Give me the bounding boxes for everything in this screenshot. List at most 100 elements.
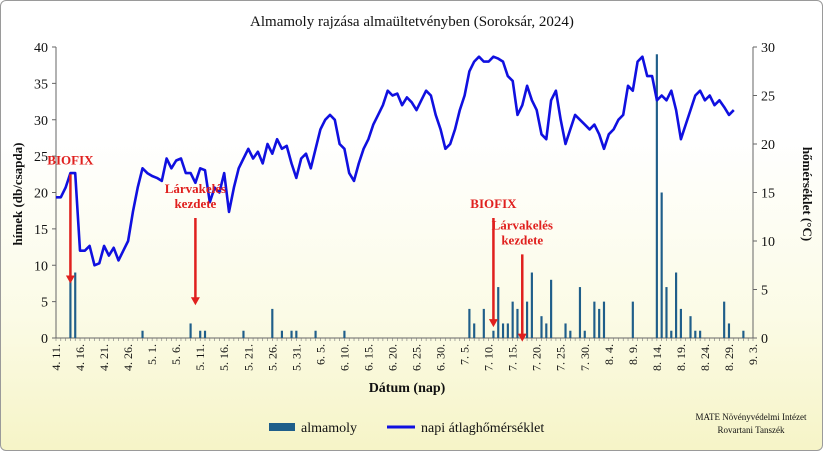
x-tick-label: 8. 19. xyxy=(674,344,688,371)
y-right-tick-label: 15 xyxy=(761,187,775,202)
y-left-tick-label: 5 xyxy=(41,296,48,311)
legend-bar-label: almamoly xyxy=(301,421,357,436)
x-tick-label: 7. 20. xyxy=(530,344,544,371)
x-tick-label: 4. 21. xyxy=(97,344,111,371)
y-right-tick-label: 20 xyxy=(761,138,775,153)
bar xyxy=(602,301,606,338)
x-tick-label: 7. 10. xyxy=(482,344,496,371)
x-tick-label: 5. 16. xyxy=(217,344,231,371)
x-tick-label: 8. 9. xyxy=(626,344,640,365)
x-tick-label: 8. 4. xyxy=(602,344,616,365)
bar xyxy=(727,323,731,338)
x-tick-label: 7. 25. xyxy=(554,344,568,371)
annotation-arrow-head xyxy=(190,297,200,306)
x-tick-label: 7. 5. xyxy=(458,344,472,365)
bar xyxy=(675,272,678,338)
bar xyxy=(203,330,207,338)
chart-title: Almamoly rajzása almaültetvényben (Sorok… xyxy=(250,14,574,30)
bar xyxy=(689,316,692,338)
y-left-tick-label: 20 xyxy=(34,187,48,202)
bar xyxy=(578,287,582,338)
y-axis-right-label: hőmérséklet (°C) xyxy=(800,147,815,241)
bar xyxy=(665,287,668,338)
x-tick-label: 5. 6. xyxy=(169,344,183,365)
bar xyxy=(482,308,485,338)
bar xyxy=(511,301,514,338)
credit-line-2: Rovartani Tanszék xyxy=(718,425,785,435)
x-tick-label: 6. 5. xyxy=(313,344,327,365)
bar xyxy=(69,279,72,338)
x-axis-label: Dátum (nap) xyxy=(369,381,446,396)
bar xyxy=(314,330,317,338)
bar xyxy=(598,308,601,338)
bar xyxy=(290,330,293,338)
x-tick-label: 5. 31. xyxy=(289,344,303,371)
y-right-tick-label: 0 xyxy=(761,332,768,347)
x-tick-label: 6. 10. xyxy=(337,344,351,371)
x-tick-label: 7. 30. xyxy=(578,344,592,371)
y-right-tick-label: 25 xyxy=(761,90,775,105)
bar xyxy=(295,330,298,338)
x-tick-label: 4. 16. xyxy=(73,344,87,371)
x-tick-label: 7. 15. xyxy=(506,344,520,371)
bar xyxy=(569,330,572,338)
bar xyxy=(141,330,144,338)
x-tick-label: 8. 14. xyxy=(650,344,664,371)
bar xyxy=(271,308,274,338)
annotation-arrow-head xyxy=(488,319,498,328)
bar xyxy=(660,192,663,338)
x-tick-label: 5. 1. xyxy=(145,344,159,365)
bar xyxy=(593,301,596,338)
bar xyxy=(199,330,202,338)
y-left-tick-label: 40 xyxy=(34,41,48,56)
y-left-tick-label: 35 xyxy=(34,77,48,92)
bar xyxy=(540,316,543,338)
y-left-tick-label: 10 xyxy=(34,259,48,274)
bar xyxy=(679,308,682,338)
annotation-arrow-head xyxy=(65,275,75,284)
bar xyxy=(742,330,745,338)
y-right-tick-label: 10 xyxy=(761,235,775,250)
x-tick-label: 5. 21. xyxy=(241,344,255,371)
legend-line-label: napi átlaghőmérséklet xyxy=(421,421,544,436)
bar xyxy=(497,287,500,338)
bar xyxy=(242,330,245,338)
y-left-tick-label: 15 xyxy=(34,223,48,238)
x-tick-label: 4. 11. xyxy=(49,344,63,371)
y-right-tick-label: 5 xyxy=(761,284,768,299)
y-left-tick-label: 25 xyxy=(34,150,48,165)
annotation-label: kezdete xyxy=(501,232,543,247)
bar xyxy=(583,330,586,338)
legend-bar-swatch xyxy=(269,423,295,431)
bar xyxy=(468,308,471,338)
bar xyxy=(655,54,658,339)
annotation-label: Lárvakelés xyxy=(165,181,226,196)
bar xyxy=(545,323,548,338)
bar xyxy=(699,330,702,338)
bar xyxy=(723,301,726,338)
bar xyxy=(492,330,495,338)
annotation-label: kezdete xyxy=(174,196,216,211)
legend: almamoly napi átlaghőmérséklet xyxy=(269,421,544,436)
bar xyxy=(694,330,697,338)
x-tick-label: 4. 26. xyxy=(121,344,135,371)
line-series xyxy=(56,55,735,267)
x-tick-label: 8. 29. xyxy=(722,344,736,371)
x-tick-label: 5. 11. xyxy=(193,344,207,371)
bar xyxy=(525,301,529,338)
bar-series xyxy=(69,54,745,339)
annotation-label: BIOFIX xyxy=(47,152,94,167)
annotation-arrow-head xyxy=(517,333,527,342)
bar xyxy=(670,330,673,338)
bar xyxy=(550,279,553,338)
y-left-tick-label: 0 xyxy=(41,332,48,347)
x-tick-label: 6. 20. xyxy=(385,344,399,371)
y-axis-left-label: hímek (db/csapda) xyxy=(10,143,25,246)
y-left-tick-label: 30 xyxy=(34,114,48,129)
x-tick-label: 9. 3. xyxy=(746,344,760,365)
y-right-tick-label: 30 xyxy=(761,41,775,56)
bar xyxy=(189,323,192,338)
